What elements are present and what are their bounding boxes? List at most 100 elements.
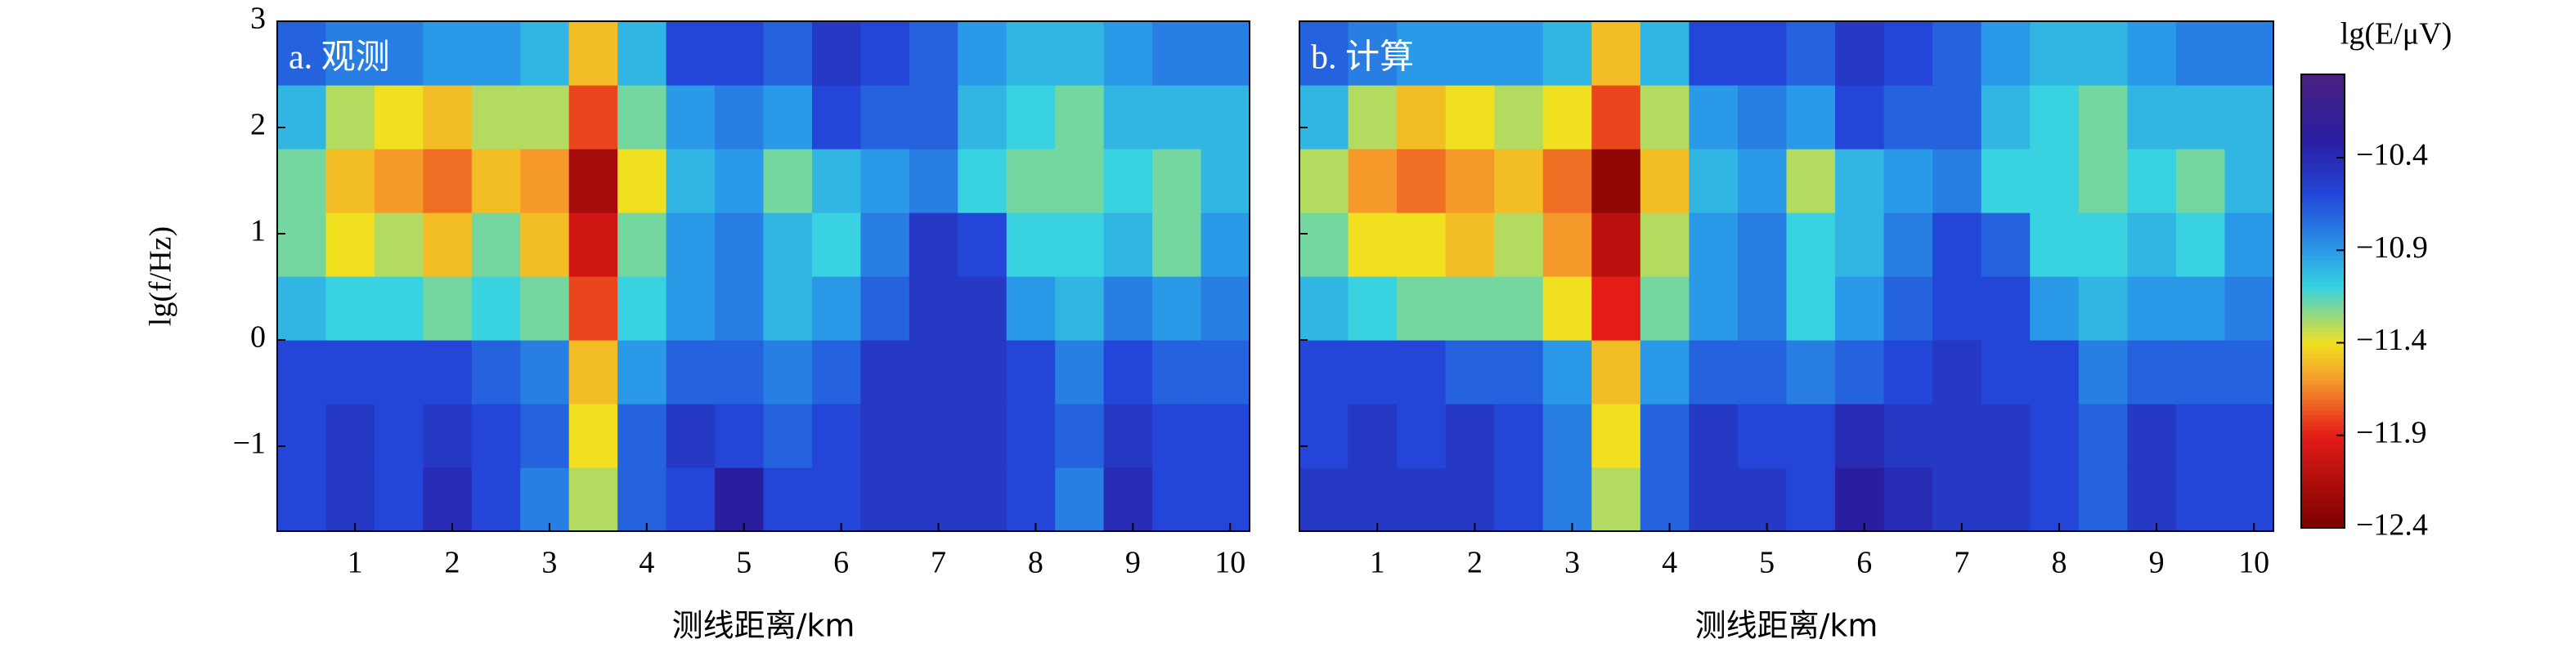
heat-cell [1737, 404, 1788, 468]
heat-cell [1348, 149, 1398, 213]
heat-cell [423, 404, 473, 468]
heat-cell [1445, 149, 1495, 213]
heat-cell [1397, 21, 1447, 86]
heat-cell [1006, 404, 1056, 468]
heat-cell [325, 340, 375, 404]
heat-cell [520, 149, 570, 213]
heat-cell [1348, 212, 1398, 277]
heat-cell [617, 340, 667, 404]
heat-cell [471, 85, 521, 150]
heat-cell [1640, 404, 1690, 468]
heat-cell [1737, 149, 1788, 213]
y-tick-label: 1 [250, 214, 266, 248]
heat-cell [568, 21, 618, 86]
heat-cell [1786, 276, 1836, 341]
colorbar-swatch [2301, 180, 2345, 185]
heat-cell [1055, 467, 1105, 532]
colorbar-swatch [2301, 233, 2345, 238]
colorbar-swatch [2301, 256, 2345, 261]
colorbar-swatch [2301, 108, 2345, 113]
colorbar-swatch [2301, 486, 2345, 491]
heat-cell [1200, 149, 1250, 213]
colorbar-swatch [2301, 191, 2345, 196]
heat-cell [423, 212, 473, 277]
colorbar-swatch [2301, 229, 2345, 234]
heat-cell [423, 340, 473, 404]
heat-cell [2030, 212, 2080, 277]
colorbar-swatch [2301, 384, 2345, 389]
heat-cell [1299, 276, 1349, 341]
heat-cell [1835, 467, 1885, 532]
colorbar-swatch [2301, 85, 2345, 91]
heat-cell [1981, 85, 2031, 150]
heat-cell [1348, 404, 1398, 468]
colorbar-swatch [2301, 101, 2345, 105]
y-tick-label: 2 [250, 108, 266, 142]
heat-cell [1299, 212, 1349, 277]
heat-cell [1932, 85, 1982, 150]
colorbar-swatch [2301, 478, 2345, 484]
heat-cell [958, 467, 1008, 532]
heat-cell [1981, 21, 2031, 86]
heat-cell [1103, 21, 1153, 86]
x-tick-label: 9 [1125, 546, 1141, 580]
heat-cell [1445, 276, 1495, 341]
colorbar-tick-label: −10.4 [2356, 138, 2428, 172]
colorbar-swatch [2301, 482, 2345, 487]
x-tick-label: 8 [1028, 546, 1043, 580]
heat-cell [909, 85, 958, 150]
heat-cell [909, 212, 958, 277]
heat-cell [909, 149, 958, 213]
heat-cell [1200, 212, 1250, 277]
heat-cell [763, 276, 813, 341]
heat-cell [1737, 276, 1788, 341]
colorbar-swatch [2301, 154, 2345, 159]
colorbar-swatch [2301, 320, 2345, 324]
heat-cell [1103, 340, 1153, 404]
colorbar-swatch [2301, 282, 2345, 287]
heat-cell [1006, 340, 1056, 404]
heat-cell [1883, 149, 1933, 213]
heat-cell [1006, 212, 1056, 277]
heat-cell [1397, 404, 1447, 468]
heat-cell [1055, 340, 1105, 404]
heat-cell [811, 467, 861, 532]
heat-cell [1737, 340, 1788, 404]
heat-cell [1299, 85, 1349, 150]
x-tick-label: 4 [1662, 546, 1677, 580]
heat-cell [2175, 21, 2226, 86]
colorbar-swatch [2301, 221, 2345, 226]
heat-cell [860, 149, 910, 213]
heat-cell [2175, 404, 2226, 468]
colorbar-swatch [2301, 89, 2345, 94]
colorbar-swatch [2301, 78, 2345, 83]
heat-cell [325, 85, 375, 150]
heat-cell [2224, 212, 2274, 277]
colorbar-swatch [2301, 407, 2345, 412]
colorbar-swatch [2301, 354, 2345, 359]
colorbar-swatch [2301, 297, 2345, 302]
colorbar-swatch [2301, 172, 2345, 177]
heat-cell [1883, 276, 1933, 341]
heat-cell [1883, 21, 1933, 86]
heat-cell [1006, 149, 1056, 213]
colorbar-tick-label: −11.4 [2356, 323, 2427, 357]
heat-cell [1981, 340, 2031, 404]
heat-cell [666, 149, 716, 213]
heat-cell [1640, 276, 1690, 341]
heat-cell [2078, 85, 2128, 150]
heat-cell [1445, 404, 1495, 468]
colorbar-swatch [2301, 327, 2345, 333]
heat-cell [1397, 276, 1447, 341]
heat-cell [1494, 340, 1544, 404]
heat-cell [860, 21, 910, 86]
heat-cell [2224, 276, 2274, 341]
heat-cell [423, 21, 473, 86]
heat-cell [1397, 149, 1447, 213]
colorbar-swatch [2301, 391, 2345, 396]
heat-cell [2030, 340, 2080, 404]
x-axis-label: 测线距离/km [1695, 608, 1878, 644]
heat-cell [1689, 404, 1739, 468]
colorbar-swatch [2301, 244, 2345, 249]
